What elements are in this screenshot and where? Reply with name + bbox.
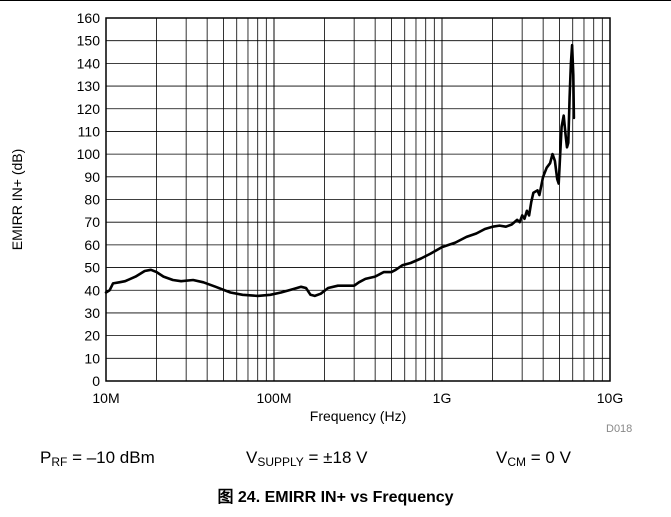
y-tick-label: 0: [92, 373, 100, 389]
y-tick-label: 60: [84, 237, 100, 253]
vcm-subscript: CM: [507, 455, 527, 469]
y-tick-label: 10: [84, 350, 100, 366]
y-tick-label: 50: [84, 260, 100, 276]
prf-label: P: [40, 448, 52, 467]
x-tick-label: 10M: [92, 390, 119, 406]
y-tick-label: 30: [84, 305, 100, 321]
figure-code: D018: [606, 423, 633, 435]
figure-caption: 图 24. EMIRR IN+ vs Frequency: [217, 489, 454, 506]
x-tick-label: 100M: [256, 390, 291, 406]
vsupply-label: V: [246, 448, 258, 467]
emirr-chart: 0 10 20 30 40 50 60 70 80 90 100 110 120 130 140 150 160…: [9, 10, 623, 424]
vsupply-subscript: SUPPLY: [257, 455, 304, 469]
condition-vsupply: VSUPPLY = ±18 V: [246, 448, 368, 469]
chart-grid: [105, 17, 611, 382]
y-tick-label: 20: [84, 328, 100, 344]
x-tick-label: 10G: [597, 390, 623, 406]
y-tick-label: 130: [77, 78, 101, 94]
plot-frame: [105, 17, 611, 382]
series-group: [104, 43, 576, 298]
condition-prf: PRF = –10 dBm: [40, 448, 155, 469]
y-tick-label: 160: [77, 10, 101, 26]
y-tick-label: 40: [84, 282, 100, 298]
y-tick-labels: 0 10 20 30 40 50 60 70 80 90 100 110 120 130 140 150 160: [77, 10, 101, 389]
series-line: [104, 43, 576, 298]
y-tick-label: 70: [84, 214, 100, 230]
vcm-value: = 0 V: [526, 448, 571, 467]
x-axis-label: Frequency (Hz): [310, 408, 406, 424]
x-tick-labels: 10M 100M 1G 10G: [92, 390, 623, 406]
prf-value: = –10 dBm: [67, 448, 155, 467]
top-rule: [0, 0, 671, 1]
y-tick-label: 120: [77, 101, 101, 117]
vcm-label: V: [496, 448, 508, 467]
condition-vcm: VCM = 0 V: [496, 448, 571, 469]
vsupply-value: = ±18 V: [303, 448, 368, 467]
y-tick-label: 150: [77, 33, 101, 49]
y-tick-label: 110: [78, 123, 101, 139]
y-axis-label: EMIRR IN+ (dB): [9, 149, 25, 251]
y-tick-label: 80: [84, 192, 100, 208]
x-tick-label: 1G: [433, 390, 452, 406]
y-tick-label: 100: [77, 146, 101, 162]
y-tick-label: 90: [84, 169, 100, 185]
prf-subscript: RF: [51, 455, 68, 469]
y-tick-label: 140: [77, 55, 101, 71]
